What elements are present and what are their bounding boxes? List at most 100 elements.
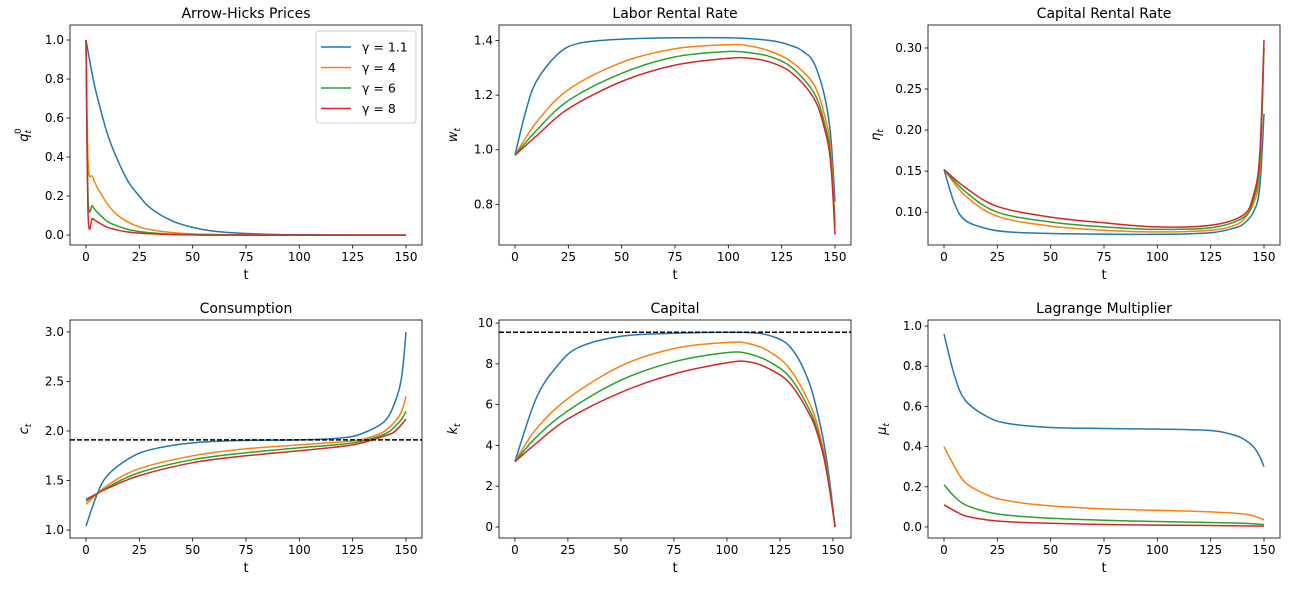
legend-label: γ = 4 [362,60,396,75]
y-axis-label: kt [446,423,463,435]
x-axis-label: t [1101,268,1106,283]
y-tick-label: 0.0 [45,228,64,242]
series-line-2 [943,47,1265,233]
y-label-subscript: t [24,423,34,427]
axes-frame [69,319,423,539]
series-line-2 [85,396,407,505]
series-line-4 [514,360,836,528]
y-axis-label: ct [17,423,34,434]
x-tick-label: 0 [511,250,519,264]
x-tick-label: 125 [341,543,364,557]
x-tick-label: 0 [82,543,90,557]
y-label-subscript: t [453,423,463,427]
series-line-1 [514,36,836,202]
axes-frame [498,319,852,539]
x-tick-label: 50 [613,543,628,557]
series-line-3 [85,410,407,502]
y-tick-label: 2.0 [45,424,64,438]
y-label-subscript: t [876,129,886,133]
x-axis-label: t [1101,561,1106,576]
x-tick-label: 50 [1043,250,1058,264]
y-tick-label: 1.4 [474,34,493,48]
y-tick-label: 1.0 [45,33,64,47]
y-label-base: η [869,133,884,141]
legend-item: γ = 4 [321,60,396,75]
x-tick-label: 150 [824,250,847,264]
x-tick-label: 150 [822,543,845,557]
subplot-title: Consumption [200,301,293,317]
x-tick-label: 50 [185,250,200,264]
y-tick-label: 2 [485,479,493,493]
y-label-base: q [17,134,32,142]
series-line-4 [85,39,406,236]
y-tick-label: 0.6 [45,111,64,125]
x-tick-label: 125 [769,543,792,557]
x-tick-label: 25 [990,250,1005,264]
y-tick-label: 0.15 [895,164,922,178]
y-tick-label: 0.0 [903,520,922,534]
legend-item: γ = 8 [321,101,396,116]
x-tick-label: 125 [770,250,793,264]
y-tick-label: 0.25 [895,82,922,96]
x-tick-label: 75 [238,543,253,557]
y-tick-label: 10 [478,316,493,330]
legend-item: γ = 1.1 [321,40,408,55]
x-tick-label: 100 [1146,543,1169,557]
series-line-4 [514,56,836,235]
subplot-title: Capital [650,301,699,317]
subplot-title: Capital Rental Rate [1037,6,1172,22]
x-axis-label: t [243,561,248,576]
series-line-3 [514,50,836,227]
x-axis-label: t [672,268,677,283]
y-tick-label: 6 [485,398,493,412]
x-tick-label: 75 [1096,250,1111,264]
subplot-4: 0 25 50 75 100 125 150 1.0 1.5 2.0 2.5 3.0 Consumpti… [17,301,423,576]
y-tick-label: 0.2 [903,480,922,494]
series-line-4 [943,504,1265,527]
y-tick-label: 0.8 [903,359,922,373]
subplot-1: 0 25 50 75 100 125 150 0.0 0.2 0.4 0.6 0.8 1.0 Arrow-… [14,6,423,283]
y-tick-label: 1.5 [45,474,64,488]
y-axis-label: wt [446,127,463,142]
x-tick-label: 50 [614,250,629,264]
x-tick-label: 75 [1096,543,1111,557]
y-tick-label: 1.0 [474,143,493,157]
y-tick-label: 0.4 [45,150,64,164]
y-tick-label: 4 [485,438,493,452]
series-line-1 [943,113,1265,236]
series-line-3 [943,47,1265,231]
y-tick-label: 0.8 [474,197,493,211]
y-label-subscript: t [453,127,463,131]
y-axis-label: μt [875,423,892,436]
subplot-2: 0 25 50 75 100 125 150 0.8 1.0 1.2 1.4 Labor Rental… [446,6,852,283]
x-tick-label: 0 [511,543,519,557]
y-tick-label: 0.6 [903,399,922,413]
subplot-title: Arrow-Hicks Prices [181,6,310,22]
series-line-1 [514,331,836,528]
y-tick-label: 2.5 [45,374,64,388]
subplot-title: Labor Rental Rate [612,6,737,22]
x-tick-label: 125 [341,250,364,264]
x-tick-label: 0 [940,250,948,264]
x-tick-label: 75 [666,543,681,557]
x-tick-label: 100 [288,250,311,264]
x-tick-label: 100 [717,250,740,264]
x-tick-label: 25 [132,543,147,557]
y-label-base: c [17,427,32,434]
y-tick-label: 0.30 [895,41,922,55]
y-tick-label: 0.10 [895,205,922,219]
y-tick-label: 0 [485,520,493,534]
y-tick-label: 1.0 [45,523,64,537]
x-tick-label: 25 [561,250,576,264]
legend-frame [315,30,417,124]
x-tick-label: 125 [1199,250,1222,264]
series-line-2 [943,446,1265,521]
subplot-title: Lagrange Multiplier [1036,301,1172,317]
y-label-base: μ [875,427,890,436]
y-tick-label: 0.2 [45,189,64,203]
legend: γ = 1.1 γ = 4 γ = 6 γ = 8 [315,30,417,124]
legend-label: γ = 1.1 [362,40,408,55]
axes-frame [498,24,852,246]
x-tick-label: 25 [132,250,147,264]
